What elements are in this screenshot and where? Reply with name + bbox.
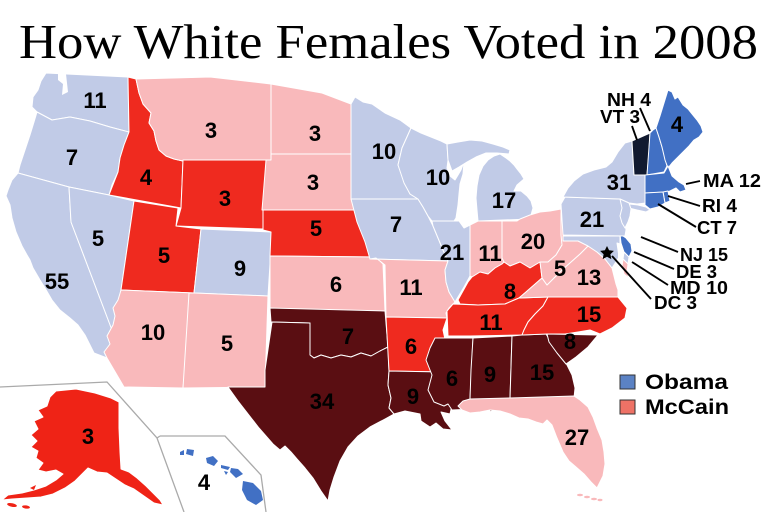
svg-text:31: 31 [607,170,631,195]
svg-text:VT 3: VT 3 [600,107,640,127]
svg-text:RI 4: RI 4 [702,196,737,216]
svg-text:9: 9 [484,362,496,387]
svg-text:10: 10 [141,320,165,345]
svg-text:8: 8 [504,279,516,304]
svg-text:5: 5 [310,216,322,241]
svg-text:5: 5 [554,256,566,281]
svg-text:4: 4 [198,470,211,495]
svg-text:15: 15 [577,302,601,327]
svg-text:MA 12: MA 12 [703,171,761,191]
svg-text:11: 11 [479,310,502,335]
svg-text:CT 7: CT 7 [697,218,737,238]
svg-text:7: 7 [66,145,78,170]
svg-text:20: 20 [521,229,545,254]
svg-text:NJ 15: NJ 15 [680,245,728,265]
svg-text:Obama: Obama [645,371,728,394]
svg-text:8: 8 [564,329,576,354]
svg-text:34: 34 [310,389,335,414]
svg-text:3: 3 [307,170,319,195]
svg-text:11: 11 [83,88,106,113]
svg-text:13: 13 [577,265,601,290]
svg-text:3: 3 [309,121,321,146]
svg-text:4: 4 [140,165,153,190]
svg-text:3: 3 [205,118,217,143]
svg-text:21: 21 [440,240,464,265]
svg-text:NH 4: NH 4 [607,90,651,110]
svg-text:McCain: McCain [645,396,729,419]
svg-text:5: 5 [92,226,104,251]
svg-text:15: 15 [530,360,554,385]
svg-text:55: 55 [45,269,69,294]
svg-text:3: 3 [82,424,94,449]
svg-text:9: 9 [407,384,419,409]
svg-text:11: 11 [399,275,422,300]
svg-text:5: 5 [158,243,170,268]
svg-text:10: 10 [372,139,396,164]
svg-text:5: 5 [221,331,233,356]
svg-text:6: 6 [405,334,417,359]
svg-text:How White Females Voted in 200: How White Females Voted in 2008 [19,14,758,69]
svg-text:3: 3 [219,186,231,211]
svg-text:7: 7 [390,212,402,237]
svg-text:9: 9 [234,256,246,281]
svg-text:4: 4 [671,112,684,137]
svg-text:MD 10: MD 10 [670,278,728,298]
svg-text:6: 6 [330,272,342,297]
svg-text:DE 3: DE 3 [676,262,717,282]
svg-text:DC 3: DC 3 [654,293,697,313]
svg-text:21: 21 [580,207,604,232]
svg-text:6: 6 [446,366,458,391]
svg-text:11: 11 [478,241,501,266]
svg-text:27: 27 [565,425,589,450]
svg-text:10: 10 [426,165,450,190]
svg-text:17: 17 [492,188,516,213]
svg-text:7: 7 [342,324,354,349]
